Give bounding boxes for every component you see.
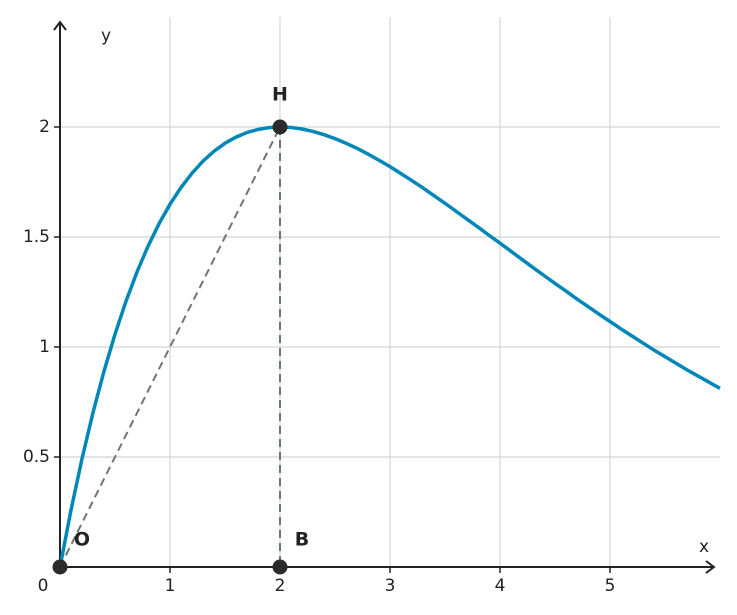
point [272,119,288,135]
dashed-line [59,126,281,568]
y-tick-label: 0.5 [23,447,50,467]
x-axis [60,560,716,574]
x-tick-label: 0 [38,576,49,596]
curve [58,125,721,568]
point-label: O [74,529,90,551]
y-tick-label: 1.5 [23,227,50,247]
x-tick-label: 4 [495,576,506,596]
point-label: B [295,529,309,551]
x-tick-label: 1 [165,576,176,596]
y-tick-label: 1 [39,337,50,357]
point [52,559,68,575]
y-tick-label: 2 [39,117,50,137]
x-axis-label: x [699,537,709,557]
y-axis-label: y [101,26,111,46]
x-tick-label: 2 [275,576,286,596]
x-tick-label: 3 [385,576,396,596]
point [272,559,288,575]
x-tick-label: 5 [605,576,616,596]
y-axis [53,20,67,567]
point-label: H [272,84,288,106]
